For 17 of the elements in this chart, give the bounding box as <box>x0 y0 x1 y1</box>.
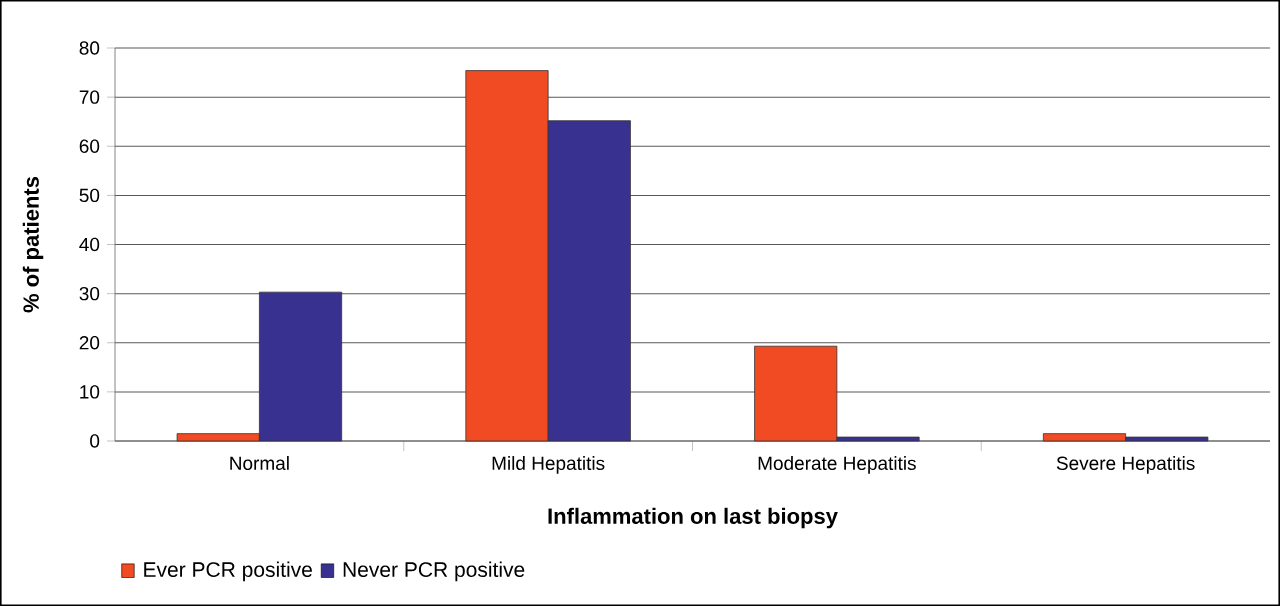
y-tick-label: 0 <box>90 434 100 448</box>
y-tick-label: 40 <box>79 237 100 252</box>
y-tick-label: 30 <box>79 286 100 301</box>
x-tick-label: Moderate Hepatitis <box>758 456 916 474</box>
x-axis-title: Inflammation on last biopsy <box>548 507 838 529</box>
legend-label: Ever PCR positive <box>144 561 312 582</box>
y-axis-title: % of patients <box>22 176 44 313</box>
x-tick-label: Normal <box>230 456 289 471</box>
legend-label: Never PCR positive <box>343 561 525 582</box>
x-tick-label: Severe Hepatitis <box>1056 456 1195 474</box>
y-tick-label: 60 <box>79 139 100 153</box>
y-tick-label: 80 <box>79 41 100 55</box>
y-tick-label: 70 <box>79 90 100 104</box>
x-tick-label: Mild Hepatitis <box>492 456 605 474</box>
y-tick-label: 20 <box>79 336 100 350</box>
y-tick-label: 10 <box>80 385 100 399</box>
y-tick-label: 50 <box>79 188 100 203</box>
